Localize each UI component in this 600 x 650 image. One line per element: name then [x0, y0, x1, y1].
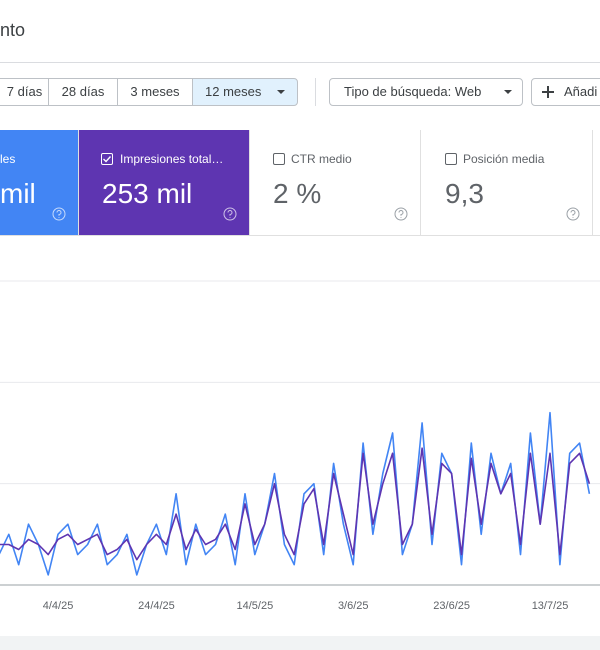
checkbox-checked[interactable]	[101, 153, 113, 165]
divider	[0, 62, 600, 63]
footer-band	[0, 636, 600, 650]
metric-card[interactable]: Impresiones total… 253 mil	[79, 130, 250, 235]
x-tick-label: 13/7/25	[532, 600, 569, 612]
card-value: mil	[0, 178, 36, 209]
card-label: Impresiones total…	[120, 152, 224, 166]
card-value: 9,3	[445, 178, 484, 209]
series-line	[0, 411, 591, 576]
card-value: 2 %	[273, 178, 322, 209]
date-button-selected[interactable]: 12 meses	[192, 78, 298, 106]
date-button[interactable]: 3 meses	[117, 78, 193, 106]
help-icon[interactable]	[566, 207, 580, 221]
metric-card[interactable]: CTR medio 2 %	[250, 130, 421, 235]
chart: 4/4/25 24/4/25 14/5/25 3/6/25 23/6/25 13/7/25	[0, 280, 600, 612]
x-tick-label: 3/6/25	[338, 600, 369, 612]
metric-card[interactable]: les mil	[0, 130, 79, 235]
page-title: nto	[0, 20, 26, 40]
help-icon[interactable]	[223, 207, 237, 221]
search-type-button[interactable]: Tipo de búsqueda: Web	[329, 78, 523, 106]
label: Tipo de búsqueda: Web	[344, 84, 482, 99]
card-label: CTR medio	[291, 152, 352, 166]
add-filter-button[interactable]: Añadi	[531, 78, 600, 106]
checkbox[interactable]	[273, 153, 285, 165]
card-label: les	[0, 152, 16, 166]
help-icon[interactable]	[394, 207, 408, 221]
label: 12 meses	[205, 84, 262, 99]
label: Añadi	[564, 84, 598, 99]
help-icon[interactable]	[52, 207, 66, 221]
x-tick-label: 4/4/25	[43, 600, 74, 612]
card-label: Posición media	[463, 152, 545, 166]
series-line	[0, 447, 591, 561]
metric-card[interactable]: Posición media 9,3	[421, 130, 593, 235]
plus-icon	[542, 86, 554, 98]
card-value: 253 mil	[102, 178, 193, 209]
x-tick-label: 23/6/25	[433, 600, 470, 612]
separator	[315, 78, 316, 106]
checkbox[interactable]	[445, 153, 457, 165]
x-tick-label: 24/4/25	[138, 600, 175, 612]
x-tick-label: 14/5/25	[236, 600, 273, 612]
date-button[interactable]: 7 días	[0, 78, 49, 106]
divider	[0, 235, 600, 236]
arrow	[277, 90, 285, 94]
arrow	[504, 90, 512, 94]
date-button[interactable]: 28 días	[48, 78, 118, 106]
